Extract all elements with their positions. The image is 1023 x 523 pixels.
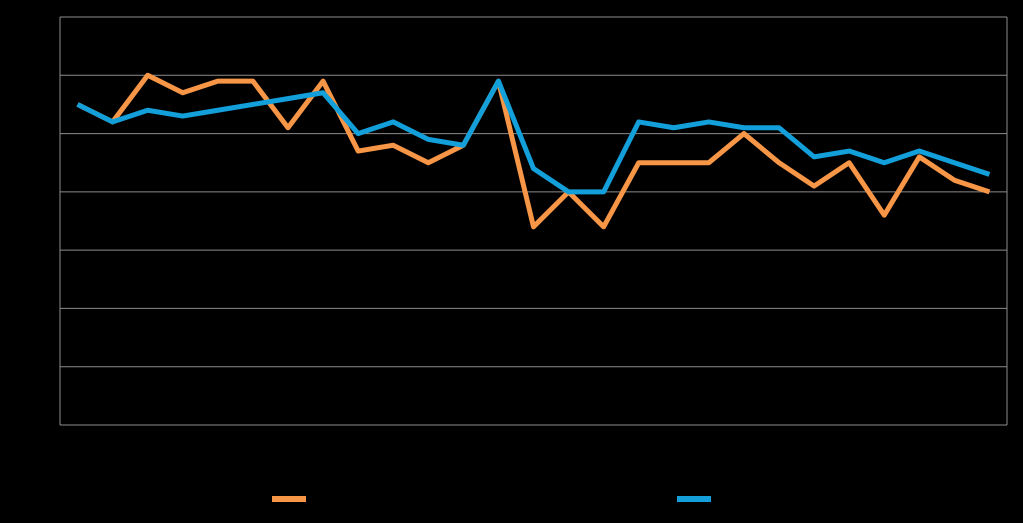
y-tick-label: 4 [45, 184, 52, 198]
y-tick-label: 6 [45, 67, 52, 81]
series-line [76, 78, 991, 195]
y-tick-label: 7 [45, 9, 52, 23]
y-tick-label: 0 [45, 417, 52, 431]
series-line [76, 72, 991, 230]
y-tick-label: 5 [45, 126, 52, 140]
y-tick-label: 1 [45, 359, 52, 373]
y-tick-label: 3 [45, 242, 52, 256]
y-tick-label: 2 [45, 301, 52, 315]
